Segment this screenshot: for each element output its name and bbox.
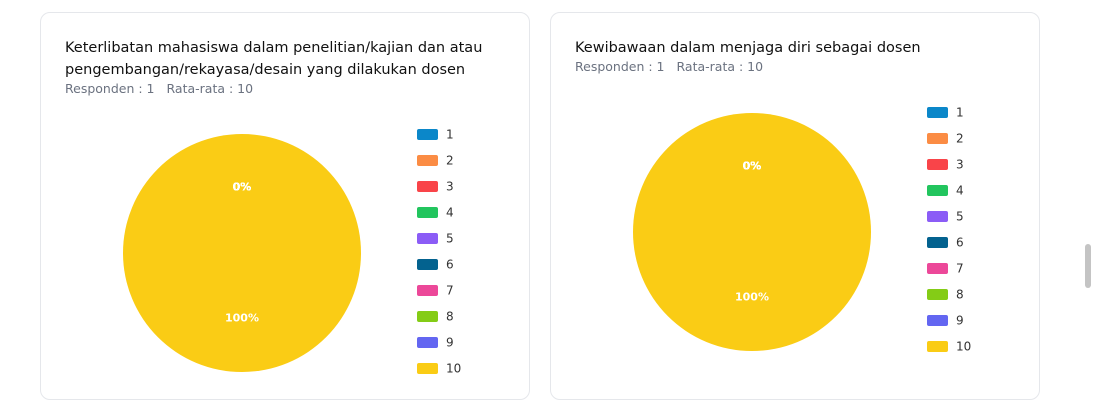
data-label: 0% [743, 160, 762, 173]
legend-label: 8 [446, 310, 454, 324]
data-label: 0% [233, 181, 252, 194]
legend-swatch [417, 259, 438, 270]
legend-swatch [417, 285, 438, 296]
legend-swatch [927, 341, 948, 352]
legend-label: 3 [956, 158, 964, 172]
chart-title-block: Keterlibatan mahasiswa dalam penelitian/… [65, 37, 505, 97]
legend-label: 6 [446, 258, 454, 272]
chart-title: Keterlibatan mahasiswa dalam penelitian/… [65, 40, 483, 78]
data-label: 0% [233, 181, 252, 194]
legend-label: 10 [956, 340, 971, 354]
legend-label: 6 [956, 236, 964, 250]
chart-subtitle: Responden : 1 Rata-rata : 10 [575, 59, 1015, 75]
data-label: 100% [225, 311, 259, 324]
legend-label: 5 [446, 232, 454, 246]
data-label: 0% [233, 181, 252, 194]
legend-label: 4 [446, 206, 454, 220]
legend-swatch [927, 237, 948, 248]
legend-swatch [927, 107, 948, 118]
legend-label: 5 [956, 210, 964, 224]
respondents: Responden : 1 [575, 59, 665, 74]
legend-label: 7 [446, 284, 454, 298]
average: Rata-rata : 10 [676, 59, 764, 74]
data-label: 100% [735, 290, 769, 303]
legend-swatch [417, 363, 438, 374]
legend-label: 3 [446, 180, 454, 194]
legend-swatch [927, 315, 948, 326]
legend-label: 9 [956, 314, 964, 328]
data-label: 0% [233, 181, 252, 194]
legend-swatch [417, 207, 438, 218]
legend-swatch [927, 159, 948, 170]
legend-swatch [927, 133, 948, 144]
data-label: 0% [743, 160, 762, 173]
legend-swatch [417, 337, 438, 348]
pie-slice [123, 134, 361, 372]
data-label: 0% [743, 160, 762, 173]
data-label: 0% [743, 160, 762, 173]
legend-label: 9 [446, 336, 454, 350]
legend-swatch [417, 155, 438, 166]
legend-swatch [927, 211, 948, 222]
average: Rata-rata : 10 [166, 81, 254, 96]
legend-label: 2 [956, 132, 964, 146]
chart-title-block: Kewibawaan dalam menjaga diri sebagai do… [575, 37, 1015, 75]
legend-swatch [927, 263, 948, 274]
data-label: 0% [233, 181, 252, 194]
chart-card: Keterlibatan mahasiswa dalam penelitian/… [40, 12, 530, 400]
legend-swatch [417, 129, 438, 140]
data-label: 0% [743, 160, 762, 173]
chart-title: Kewibawaan dalam menjaga diri sebagai do… [575, 40, 921, 56]
data-label: 0% [233, 181, 252, 194]
legend-label: 10 [446, 362, 461, 376]
legend-swatch [417, 181, 438, 192]
chart-subtitle: Responden : 1 Rata-rata : 10 [65, 81, 505, 97]
legend-swatch [927, 185, 948, 196]
legend-label: 8 [956, 288, 964, 302]
legend-label: 1 [956, 106, 964, 120]
legend-label: 7 [956, 262, 964, 276]
legend-label: 1 [446, 128, 454, 142]
data-label: 0% [743, 160, 762, 173]
legend-swatch [417, 311, 438, 322]
scrollbar[interactable] [1085, 244, 1091, 288]
legend-swatch [417, 233, 438, 244]
data-label: 0% [233, 181, 252, 194]
respondents: Responden : 1 [65, 81, 155, 96]
chart-card: Kewibawaan dalam menjaga diri sebagai do… [550, 12, 1040, 400]
data-label: 0% [743, 160, 762, 173]
data-label: 0% [743, 160, 762, 173]
data-label: 0% [233, 181, 252, 194]
data-label: 0% [233, 181, 252, 194]
legend-swatch [927, 289, 948, 300]
legend-label: 4 [956, 184, 964, 198]
pie-slice [633, 113, 871, 351]
data-label: 0% [743, 160, 762, 173]
legend-label: 2 [446, 154, 454, 168]
